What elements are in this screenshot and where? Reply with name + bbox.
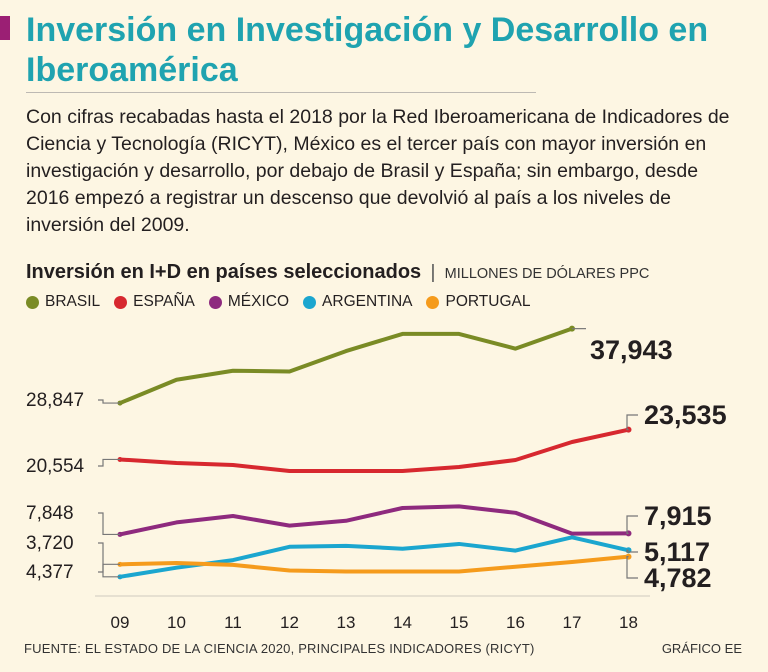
series-line-2 [118, 504, 631, 537]
legend-label-argentina: ARGENTINA [322, 293, 413, 310]
legend-item-espana: ESPAÑA [114, 293, 195, 311]
page-title: Inversión en Investigación y Desarrollo … [26, 11, 709, 89]
end-label-leader [626, 414, 638, 431]
legend-dot-brasil [26, 295, 39, 309]
end-label-leader [626, 515, 638, 534]
x-tick-label: 09 [111, 613, 130, 632]
source-note: FUENTE: EL ESTADO DE LA CIENCIA 2020, PR… [24, 641, 535, 656]
legend-dot-mexico [208, 295, 222, 309]
chart-title: Inversión en I+D en países seleccionados [26, 261, 422, 283]
x-tick-label: 13 [337, 613, 356, 632]
x-tick-label: 16 [506, 613, 525, 632]
start-value-label: 28,847 [26, 390, 84, 411]
legend-item-portugal: PORTUGAL [426, 293, 530, 311]
intro-paragraph: Con cifras recabadas hasta el 2018 por l… [26, 106, 730, 236]
start-label-leader [98, 563, 120, 573]
accent-bar [0, 16, 10, 40]
legend-item-brasil: BRASIL [26, 293, 100, 311]
legend-item-argentina: ARGENTINA [303, 293, 412, 311]
end-value-label: 7,915 [644, 501, 712, 531]
x-tick-label: 15 [450, 613, 469, 632]
start-value-label: 7,848 [26, 503, 74, 524]
chart-legend: BRASIL ESPAÑA MÉXICO ARGENTINA PORTUGAL [26, 290, 756, 314]
x-tick-label: 11 [224, 613, 242, 632]
chart-heading: Inversión en I+D en países seleccionados… [26, 260, 756, 286]
legend-label-mexico: MÉXICO [227, 293, 290, 310]
end-value-label: 5,117 [644, 537, 710, 567]
start-label-leader [98, 458, 120, 467]
series-line-1 [118, 427, 631, 473]
end-label-leader [626, 556, 638, 579]
title-divider [26, 92, 536, 93]
legend-item-mexico: MÉXICO [208, 293, 290, 311]
start-label-leader [98, 399, 120, 404]
end-value-label: 4,782 [644, 563, 712, 593]
start-value-label: 4,377 [26, 562, 74, 583]
x-tick-label: 10 [167, 613, 186, 632]
x-tick-label: 18 [619, 613, 638, 632]
start-label-leader [98, 512, 120, 536]
legend-label-espana: ESPAÑA [133, 293, 195, 310]
x-tick-label: 14 [393, 613, 412, 632]
legend-dot-argentina [303, 295, 317, 309]
legend-label-brasil: BRASIL [45, 293, 101, 310]
series-line-4 [118, 554, 631, 574]
end-label-leader [626, 549, 638, 553]
start-value-label: 3,720 [26, 533, 74, 554]
end-value-label: 37,943 [590, 335, 673, 365]
chart-separator: | [430, 262, 436, 283]
end-value-label: 23,535 [644, 400, 727, 430]
chart-units: MILLONES DE DÓLARES PPC [444, 266, 650, 282]
graphic-credit: GRÁFICO EE [661, 641, 742, 656]
x-tick-label: 12 [280, 613, 299, 632]
legend-label-portugal: PORTUGAL [445, 293, 531, 310]
start-value-label: 20,554 [26, 456, 85, 477]
legend-dot-espana [114, 295, 128, 309]
x-tick-label: 17 [563, 613, 582, 632]
series-line-0 [118, 326, 574, 406]
start-label-leader [98, 542, 120, 578]
legend-dot-portugal [426, 295, 440, 309]
